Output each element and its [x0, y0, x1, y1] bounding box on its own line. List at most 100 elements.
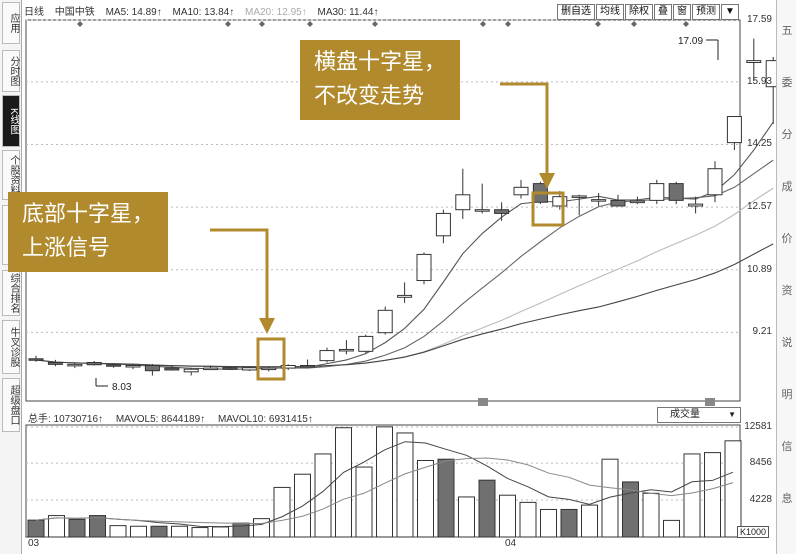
volume-unit-badge: K1000	[737, 526, 770, 538]
period-label: 日线	[24, 7, 44, 18]
left-tab-1[interactable]: 分时图	[2, 50, 20, 92]
stock-name: 中国中铁	[54, 7, 95, 18]
candle-body	[144, 364, 160, 372]
mavol5-value: MAVOL5: 8644189↑	[115, 414, 206, 425]
connector-bottom	[210, 228, 269, 320]
candlestick-series[interactable]	[28, 38, 781, 376]
volume-bar	[519, 501, 537, 538]
date-label-04: 04	[505, 538, 517, 549]
event-marker-icon	[631, 21, 637, 27]
candle-body	[571, 195, 587, 198]
right-panel-tab[interactable]: 分	[781, 129, 793, 141]
toolbar-button-3[interactable]: 叠	[654, 4, 672, 20]
callout-top-line-2: 不改变走势	[314, 84, 425, 109]
candle-body	[377, 309, 393, 334]
volume-bar	[417, 459, 434, 538]
indicator-select[interactable]: 成交量 ▼	[657, 407, 741, 423]
candle-body	[397, 294, 413, 298]
left-tab-7[interactable]: 超级盘口	[2, 378, 20, 432]
price-tick-label: 14.25	[746, 138, 772, 150]
candle-body	[629, 200, 645, 204]
volume-bar	[642, 492, 660, 538]
mavol10-value: MAVOL10: 6931415↑	[217, 414, 313, 425]
left-tab-2[interactable]: K线图	[2, 95, 20, 147]
candle-body	[67, 363, 83, 367]
event-marker-icon	[77, 21, 83, 27]
candle-body	[125, 364, 141, 368]
date-marker-icon	[478, 398, 488, 406]
volume-bar	[109, 525, 127, 538]
candle-body	[203, 367, 219, 371]
volume-bar	[376, 426, 393, 538]
ma10-value: MA10: 13.84↑	[172, 7, 235, 18]
volume-bar	[478, 479, 496, 538]
volume-bar	[273, 486, 291, 538]
date-marker-icon	[705, 398, 715, 406]
ma30-value: MA30: 11.44↑	[317, 7, 379, 18]
right-panel-tab[interactable]: 委	[781, 77, 793, 89]
candle-body	[688, 203, 704, 207]
highlight-box-bottom-doji	[256, 337, 286, 381]
toolbar-button-0[interactable]: 删自选	[557, 4, 595, 20]
caret-down-icon: ▼	[728, 410, 736, 419]
toolbar-button-2[interactable]: 除权	[625, 4, 653, 20]
highlight-box-horizontal-doji	[531, 191, 565, 227]
right-panel-tab[interactable]: 资	[781, 285, 793, 297]
candle-body	[591, 199, 607, 202]
candle-body	[47, 362, 63, 365]
volume-bar	[48, 515, 65, 538]
right-side-panel-tabs: 五委分成价资说明信息	[776, 0, 796, 554]
right-panel-tab[interactable]: 五	[781, 25, 793, 37]
volume-bar	[622, 481, 639, 538]
candle-body	[707, 168, 723, 196]
callout-bottom-doji: 底部十字星， 上涨信号	[8, 192, 169, 272]
right-panel-tab[interactable]: 息	[781, 493, 793, 505]
event-marker-icon	[259, 21, 265, 27]
volume-bar	[212, 526, 229, 538]
right-panel-tab[interactable]: 成	[781, 181, 793, 193]
volume-bars[interactable]	[27, 426, 742, 538]
toolbar-more-icon[interactable]: ▼	[721, 4, 739, 20]
callout-bottom-line-2: 上涨信号	[22, 236, 111, 261]
candle-body	[28, 358, 44, 361]
right-panel-tab[interactable]: 说	[781, 337, 793, 349]
candle-body	[319, 350, 335, 362]
event-marker-icon	[480, 21, 486, 27]
date-label-03: 03	[28, 538, 40, 549]
volume-bar	[499, 494, 516, 538]
volume-bar	[355, 466, 373, 538]
candle-body	[494, 209, 510, 214]
price-tick-label: 10.89	[746, 263, 772, 275]
volume-bar	[724, 440, 742, 538]
event-marker-icon	[595, 21, 601, 27]
volume-bar	[150, 525, 168, 538]
candle-body	[455, 194, 471, 211]
left-tab-3[interactable]: 个股资料	[2, 150, 20, 200]
indicator-select-value: 成交量	[670, 409, 700, 420]
left-tab-5[interactable]: 综合排名	[2, 270, 20, 316]
arrow-head-icon	[539, 173, 555, 189]
candle-body	[300, 364, 316, 368]
left-tab-0[interactable]: 应用	[2, 2, 20, 44]
candle-body	[474, 209, 490, 212]
arrow-head-icon	[259, 318, 275, 334]
candle-body	[513, 186, 529, 196]
right-panel-tab[interactable]: 信	[781, 441, 793, 453]
toolbar-button-1[interactable]: 均线	[596, 4, 624, 20]
toolbar-button-5[interactable]: 预测	[692, 4, 720, 20]
candle-body	[358, 335, 374, 352]
volume-bar	[130, 525, 147, 538]
right-panel-tab[interactable]: 明	[781, 389, 793, 401]
candle-body	[241, 367, 257, 371]
candle-body	[261, 367, 277, 371]
candle-body	[183, 368, 199, 373]
toolbar-button-4[interactable]: 窗	[673, 4, 691, 20]
volume-bar	[663, 519, 680, 538]
right-panel-tab[interactable]: 价	[781, 233, 793, 245]
candle-body	[552, 196, 568, 207]
candle-body	[338, 348, 354, 352]
left-tab-6[interactable]: 牛叉诊股	[2, 320, 20, 374]
volume-bar	[89, 515, 106, 538]
volume-bar	[68, 518, 86, 538]
